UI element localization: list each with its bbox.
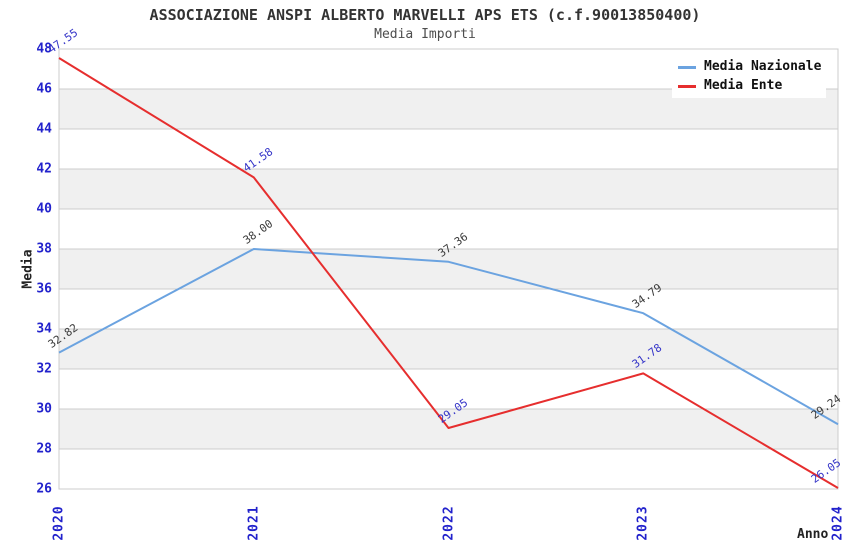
- grid-band: [59, 369, 838, 409]
- grid-band: [59, 289, 838, 329]
- chart-subtitle: Media Importi: [374, 27, 476, 42]
- x-tick-label: 2023: [635, 505, 651, 541]
- legend: Media Nazionale Media Ente: [672, 56, 826, 98]
- y-tick-label: 30: [36, 401, 52, 417]
- grid-band: [59, 169, 838, 209]
- y-tick-label: 48: [36, 41, 52, 57]
- legend-line-swatch-ente: [678, 84, 696, 88]
- y-tick-label: 44: [36, 121, 52, 137]
- legend-item-media-nazionale: Media Nazionale: [678, 59, 822, 74]
- chart-title: ASSOCIAZIONE ANSPI ALBERTO MARVELLI APS …: [149, 6, 701, 24]
- x-tick-label: 2021: [246, 505, 262, 541]
- y-tick-label: 40: [36, 201, 52, 217]
- legend-label: Media Ente: [704, 78, 783, 94]
- x-axis-title: Anno: [797, 527, 829, 542]
- grid-band: [59, 249, 838, 289]
- x-tick-label: 2024: [830, 505, 846, 541]
- grid-band: [59, 209, 838, 249]
- grid-band: [59, 409, 838, 449]
- grid-band: [59, 449, 838, 489]
- y-tick-label: 46: [36, 81, 52, 97]
- x-tick-label: 2022: [441, 505, 456, 541]
- legend-line-swatch-nazionale: [678, 65, 696, 69]
- grid-band: [59, 329, 838, 369]
- x-tick-label: 2020: [51, 505, 67, 541]
- plot-frame: [58, 48, 839, 490]
- legend-item-media-ente: Media Ente: [678, 78, 820, 94]
- y-tick-label: 38: [36, 241, 52, 257]
- y-tick-label: 42: [36, 161, 52, 177]
- y-tick-label: 36: [36, 281, 52, 297]
- y-tick-label: 26: [36, 481, 52, 497]
- series-line-media-ente: [58, 57, 839, 489]
- y-tick-label: 32: [36, 361, 52, 377]
- grid-band: [59, 129, 838, 169]
- legend-label: Media Nazionale: [704, 59, 822, 74]
- y-tick-label: 28: [36, 441, 52, 457]
- y-axis-title: Media: [20, 249, 36, 289]
- y-tick-label: 34: [36, 321, 52, 337]
- series-line-media-nazionale: [58, 248, 839, 426]
